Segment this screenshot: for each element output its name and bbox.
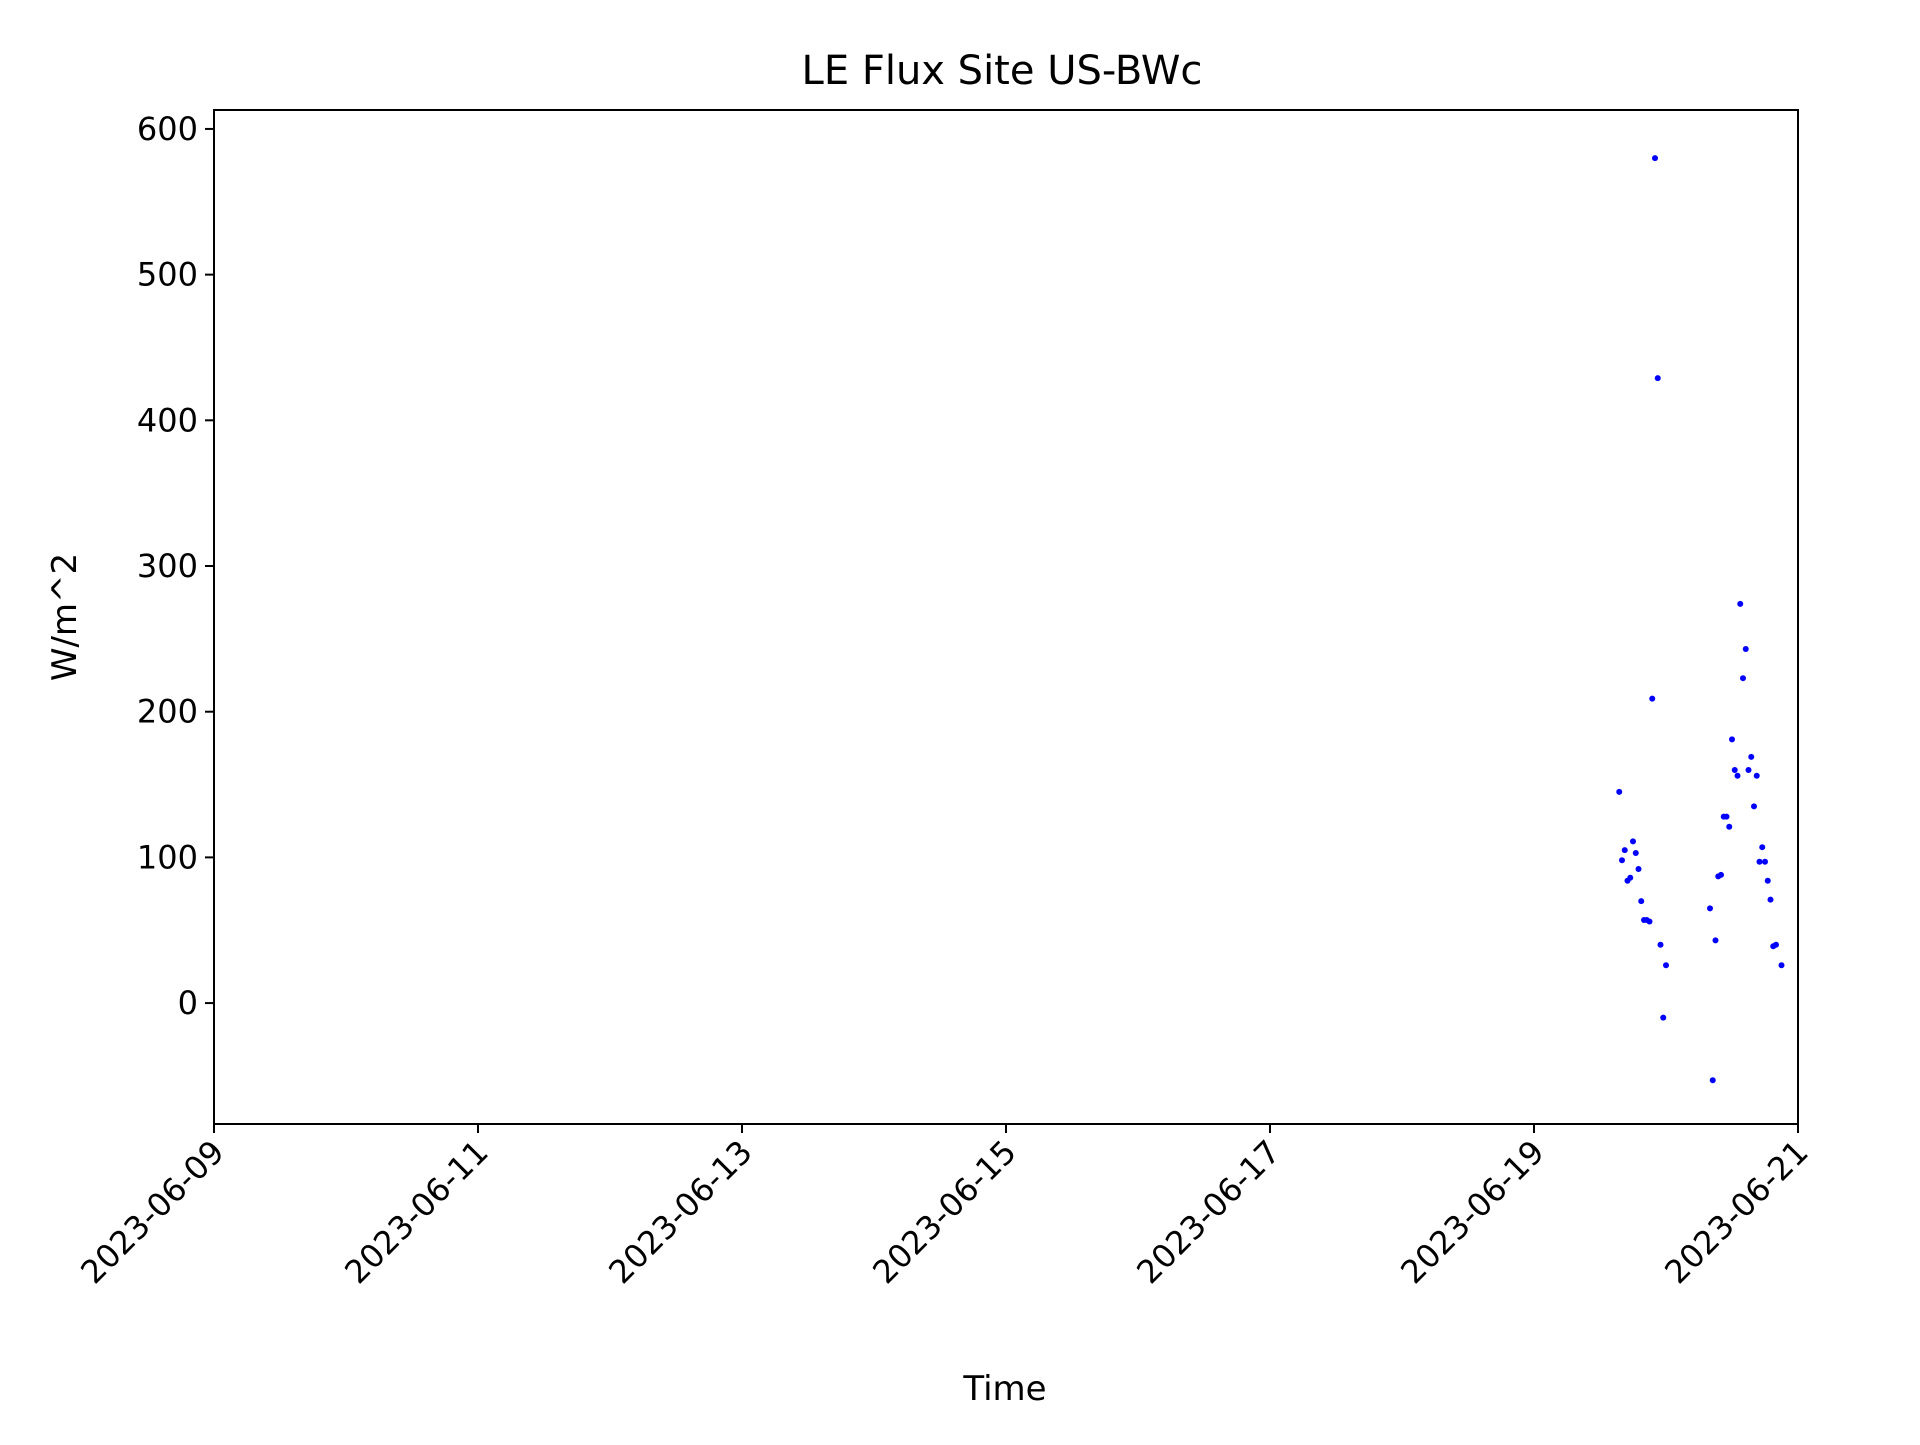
y-tick-label: 400 [137, 401, 198, 439]
x-axis-label: Time [962, 1369, 1046, 1409]
data-point [1778, 962, 1785, 969]
data-point [1745, 766, 1752, 773]
data-point [1616, 788, 1623, 795]
data-point [1742, 646, 1749, 653]
data-point [1638, 898, 1645, 905]
data-point [1748, 753, 1755, 760]
data-point [1707, 905, 1713, 912]
data-point [1764, 877, 1771, 884]
y-axis-label: W/m^2 [45, 553, 85, 681]
y-axis: 0 100 200 300 400 500 600 [137, 110, 214, 1022]
data-point [1753, 772, 1760, 779]
y-tick-label: 500 [137, 256, 198, 294]
y-tick-label: 0 [178, 984, 198, 1022]
data-point [1762, 858, 1768, 865]
data-point [1652, 155, 1658, 162]
plot-frame [213, 109, 1799, 1125]
data-point [1767, 896, 1774, 903]
data-point [1712, 937, 1719, 944]
y-tick-label: 600 [137, 110, 198, 148]
data-point [1654, 375, 1661, 382]
data-point [1646, 918, 1653, 925]
data-point [1773, 941, 1779, 948]
data-point [1740, 675, 1746, 682]
data-point [1734, 772, 1741, 779]
data-point [1635, 866, 1642, 873]
data-point [1737, 600, 1744, 607]
data-point [1627, 874, 1634, 881]
data-point [1663, 962, 1669, 969]
data-point [1657, 941, 1664, 948]
data-point [1619, 857, 1625, 864]
data-point [1649, 695, 1656, 702]
y-tick-label: 300 [137, 547, 198, 585]
data-point [1759, 844, 1766, 851]
data-point [1718, 871, 1724, 878]
y-tick-label: 200 [137, 693, 198, 731]
data-point [1756, 858, 1763, 865]
y-tick-label: 100 [137, 838, 198, 876]
data-point [1729, 736, 1735, 743]
data-point [1709, 1077, 1716, 1084]
data-point [1751, 803, 1757, 810]
data-point [1632, 850, 1639, 857]
data-point [1726, 823, 1733, 830]
data-point [1630, 838, 1636, 845]
chart-title: LE Flux Site US-BWc [802, 48, 1203, 94]
data-point [1731, 766, 1738, 773]
data-point [1660, 1014, 1667, 1021]
data-point [1621, 847, 1628, 854]
data-points [1616, 155, 1785, 1084]
data-point [1723, 813, 1730, 820]
